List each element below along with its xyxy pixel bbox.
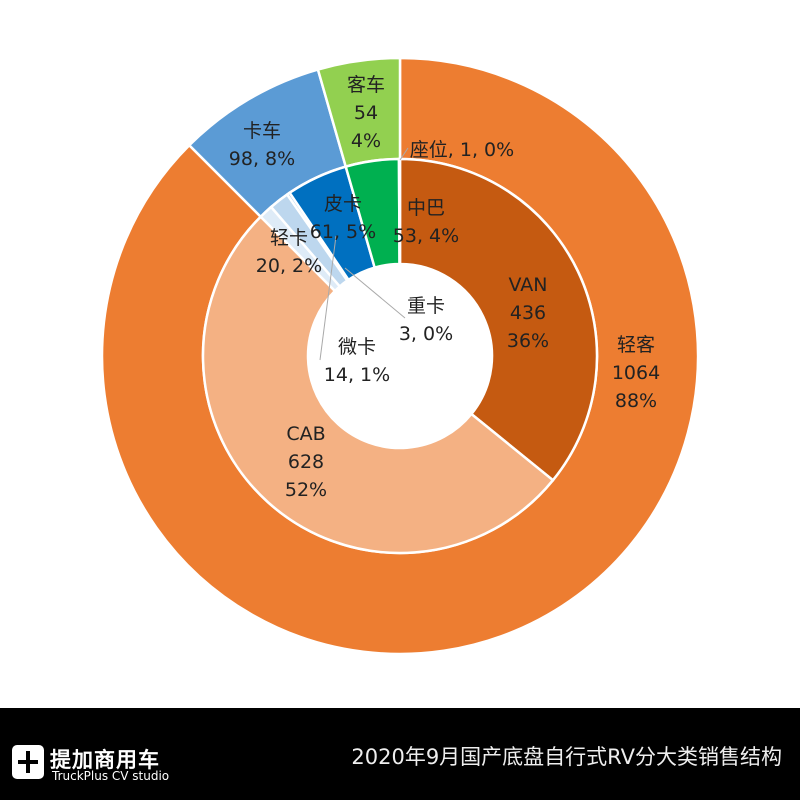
footer-bar: 提加商用车 TruckPlus CV studio 2020年9月国产底盘自行式…	[0, 708, 800, 800]
chart-title: 2020年9月国产底盘自行式RV分大类销售结构	[351, 745, 782, 769]
label-zuowei: 座位, 1, 0%	[409, 139, 515, 161]
label-cab: CAB 628 52%	[284, 423, 328, 501]
label-zhongba: 中巴 53, 4%	[392, 197, 460, 247]
label-van: VAN 436 36%	[506, 274, 550, 352]
label-zhongka: 重卡 3, 0%	[398, 295, 454, 345]
label-keche: 客车 54 4%	[346, 74, 386, 152]
label-pika: 皮卡 61, 5%	[309, 193, 377, 243]
slice-CAB	[201, 214, 555, 555]
label-weika: 微卡 14, 1%	[323, 336, 391, 386]
sunburst-chart	[100, 56, 700, 656]
logo-text-en: TruckPlus CV studio	[52, 769, 170, 783]
leader-line-zuowei	[399, 147, 409, 161]
slice-座位	[397, 157, 402, 266]
label-qingke: 轻客 1064 88%	[611, 334, 661, 412]
truckplus-logo-icon	[12, 745, 44, 779]
slice-VAN	[398, 157, 599, 482]
label-qingka: 轻卡 20, 2%	[255, 227, 323, 277]
leader-line-zhongka	[344, 267, 406, 319]
logo-text-cn: 提加商用车	[50, 748, 160, 772]
label-kache: 卡车 98, 8%	[228, 120, 296, 170]
leader-line-weika	[319, 235, 337, 361]
